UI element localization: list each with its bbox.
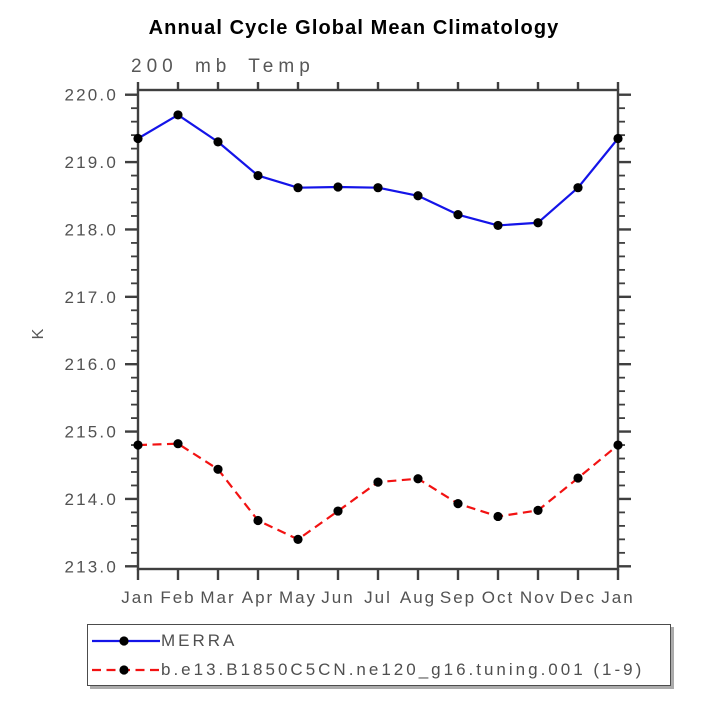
x-tick-label: May [279,588,317,607]
data-point-marker [453,499,463,509]
data-point-marker [573,183,583,193]
y-tick-label: 217.0 [64,288,118,307]
data-point-marker [453,210,463,220]
data-point-marker [413,474,423,484]
legend-item-merra: MERRA [90,626,670,655]
data-point-marker [333,506,343,516]
data-point-marker [373,477,383,487]
legend-line-merra-icon [92,635,160,646]
series-line-0 [137,113,619,227]
data-point-marker [293,534,303,544]
x-tick-label: Jan [601,588,634,607]
x-tick-label: Sep [440,588,476,607]
x-tick-label: Feb [160,588,195,607]
x-tick-label: Jul [364,588,392,607]
x-tick-label: Apr [242,588,274,607]
y-tick-label: 219.0 [64,153,118,172]
data-point-marker [173,110,183,120]
data-point-marker [173,439,183,449]
y-tick-label: 214.0 [64,490,118,509]
chart-subtitle: 200 mb Temp [131,56,315,77]
legend-line-model-icon [92,664,160,675]
data-point-marker [493,220,503,231]
x-tick-label: Oct [482,588,514,607]
series-line-1 [137,442,619,541]
data-point-marker [133,133,143,144]
legend-item-model: b.e13.B1850C5CN.ne120_g16.tuning.001 (1-… [90,655,670,684]
data-point-marker [533,218,543,228]
x-tick-label: Jun [321,588,354,607]
plot-frame [136,88,620,571]
data-point-marker [613,133,623,144]
data-point-marker [253,515,263,526]
x-tick-label: Dec [560,588,596,607]
data-point-marker [373,183,383,193]
y-tick-label: 218.0 [64,220,118,239]
data-point-marker [213,137,223,147]
chart-title: Annual Cycle Global Mean Climatology [148,17,560,39]
data-point-marker [213,464,223,474]
data-point-marker [333,182,343,192]
y-tick-label: 213.0 [64,557,118,576]
data-point-marker [533,505,543,515]
data-point-marker [133,440,143,450]
data-point-marker [493,511,503,522]
y-tick-label: 220.0 [64,86,118,105]
legend-label-merra: MERRA [161,630,238,650]
data-point-marker [253,170,263,181]
x-tick-label: Aug [400,588,436,607]
x-tick-label: Mar [200,588,235,607]
data-point-marker [413,191,423,201]
legend: MERRA b.e13.B1850C5CN.ne120_g16.tuning.0… [87,624,671,686]
x-tick-label: Nov [520,588,556,607]
y-tick-label: 215.0 [64,423,118,442]
legend-label-model: b.e13.B1850C5CN.ne120_g16.tuning.001 (1-… [161,659,645,679]
data-point-marker [613,440,623,450]
y-tick-label: 216.0 [64,355,118,374]
data-point-marker [293,183,303,193]
data-point-marker [573,473,583,483]
x-tick-label: Jan [121,588,154,607]
